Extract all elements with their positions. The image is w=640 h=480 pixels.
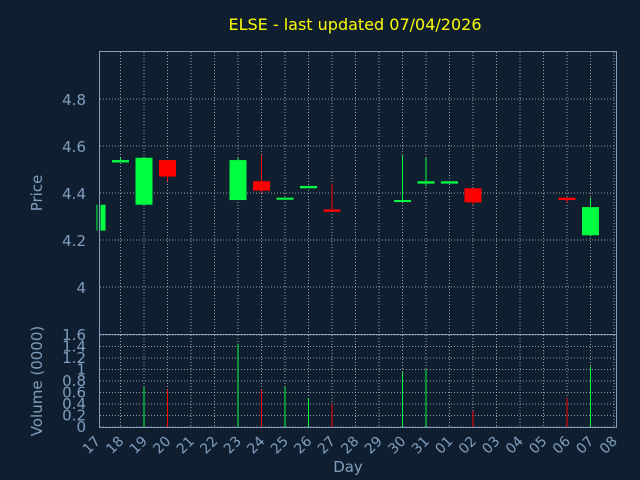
price-axis-label: Price bbox=[28, 175, 46, 212]
price-y-ticks: 4 4.2 4.4 4.6 4.8 bbox=[62, 91, 86, 297]
candle-body bbox=[135, 157, 153, 205]
candlestick-series bbox=[96, 155, 599, 236]
price-y-tick-label: 4.8 bbox=[62, 91, 86, 109]
volume-y-tick-label: 1.6 bbox=[62, 326, 86, 344]
volume-panel-frame bbox=[99, 334, 617, 428]
volume-axis-label: Volume (0000) bbox=[28, 326, 46, 436]
volume-y-ticks: 00.20.40.60.811.21.41.6 bbox=[62, 326, 86, 436]
volume-y-tick-label: 0.8 bbox=[62, 372, 86, 390]
volume-y-tick-label: 1 bbox=[76, 361, 86, 379]
volume-y-tick-label: 1.4 bbox=[62, 338, 86, 356]
price-y-tick-label: 4 bbox=[76, 279, 86, 297]
price-y-tick-label: 4.6 bbox=[62, 138, 86, 156]
volume-y-tick-label: 0 bbox=[76, 418, 86, 436]
candle-body bbox=[159, 160, 176, 177]
volume-y-tick-label: 0.6 bbox=[62, 384, 86, 402]
candle-body bbox=[582, 207, 599, 236]
x-ticks: 17 18 19 20 21 22 23 24 25 26 27 28 29 30 31 01 02 03 04 05… bbox=[80, 433, 621, 457]
candle-body bbox=[464, 188, 482, 203]
candle-body bbox=[100, 204, 106, 231]
candle-body bbox=[558, 197, 576, 201]
candle-body bbox=[394, 200, 411, 203]
candle-body bbox=[441, 181, 458, 184]
candle-body bbox=[253, 181, 270, 191]
candle-body bbox=[276, 197, 294, 200]
volume-series bbox=[143, 343, 591, 427]
candle-body bbox=[112, 160, 129, 163]
candle-body bbox=[300, 185, 317, 189]
volume-y-tick-label: 0.2 bbox=[62, 407, 86, 425]
volume-y-tick-label: 1.2 bbox=[62, 349, 86, 367]
candle-body bbox=[229, 160, 247, 201]
chart-title: ELSE - last updated 07/04/2026 bbox=[228, 15, 481, 34]
volume-y-tick-label: 0.4 bbox=[62, 395, 86, 413]
price-y-tick-label: 4.4 bbox=[62, 185, 86, 203]
x-axis-label: Day bbox=[333, 458, 363, 476]
candle-body bbox=[417, 181, 435, 184]
candle-body bbox=[323, 209, 341, 212]
price-y-tick-label: 4.2 bbox=[62, 232, 86, 250]
